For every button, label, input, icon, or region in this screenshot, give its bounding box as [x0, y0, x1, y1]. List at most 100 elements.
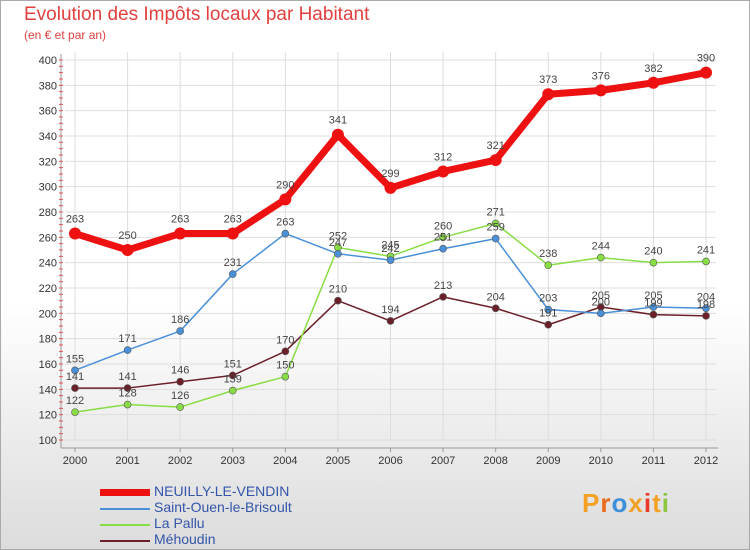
data-point [279, 193, 292, 206]
data-label: 242 [381, 243, 399, 255]
data-point [489, 154, 502, 167]
data-point [597, 253, 605, 262]
data-label: 238 [539, 248, 557, 260]
legend-label: Saint-Ouen-le-Brisoult [154, 499, 292, 515]
data-point [649, 303, 658, 311]
legend-label: NEUILLY-LE-VENDIN [154, 483, 290, 499]
data-label: 373 [539, 74, 557, 86]
x-tick-label: 2010 [589, 455, 613, 467]
x-tick-label: 2002 [168, 455, 192, 467]
data-label: 205 [592, 290, 610, 302]
logo-letter: i [643, 488, 653, 518]
data-point [597, 309, 605, 318]
x-tick-label: 2003 [221, 455, 245, 467]
data-point [702, 304, 710, 313]
data-label: 321 [486, 140, 504, 152]
data-point [384, 181, 397, 194]
data-label: 198 [697, 299, 715, 311]
data-point [123, 400, 132, 409]
logo-letter: P [582, 488, 601, 518]
data-point [647, 76, 660, 89]
data-point [123, 384, 132, 392]
data-label: 390 [697, 53, 715, 65]
data-point [334, 250, 342, 258]
data-point [491, 304, 500, 313]
data-label: 290 [276, 179, 294, 191]
legend-item: Saint-Ouen-le-Brisoult [100, 499, 400, 516]
data-point [386, 317, 395, 325]
y-tick-label: 180 [39, 334, 57, 346]
y-tick-label: 100 [39, 435, 57, 447]
y-tick-label: 120 [39, 410, 57, 422]
data-label: 204 [697, 291, 715, 303]
x-tick-label: 2007 [431, 455, 455, 467]
data-label: 263 [171, 214, 189, 226]
data-point [437, 165, 450, 178]
data-label: 299 [381, 168, 399, 180]
data-point [439, 233, 447, 242]
data-point [71, 366, 79, 375]
data-label: 252 [329, 230, 347, 242]
proxiti-logo: Proxiti [582, 488, 670, 519]
x-tick-label: 2001 [115, 455, 139, 467]
data-label: 231 [224, 257, 242, 269]
data-label: 263 [276, 217, 294, 229]
data-point [491, 219, 500, 228]
data-point [386, 256, 395, 264]
data-label: 146 [171, 365, 189, 377]
data-label: 200 [592, 296, 610, 308]
y-tick-label: 280 [39, 207, 57, 219]
data-point [228, 270, 237, 278]
y-tick-label: 240 [39, 258, 57, 270]
legend-swatch [100, 540, 150, 542]
data-point [121, 244, 134, 256]
logo-letter: x [628, 488, 644, 518]
data-label: 251 [434, 232, 452, 244]
data-point [281, 372, 290, 381]
data-label: 150 [276, 360, 294, 372]
data-label: 122 [66, 395, 84, 407]
legend-label: La Pallu [154, 515, 205, 531]
data-label: 126 [171, 390, 189, 402]
data-point [228, 371, 237, 380]
data-label: 151 [224, 358, 242, 370]
line-chart: 100 120 140 160 180 200 220 240 260 280 300 320 340 3… [39, 52, 718, 467]
logo-letter: r [600, 488, 612, 518]
axes: 100 120 140 160 180 200 220 240 260 280 300 320 340 3… [39, 54, 718, 467]
data-point [334, 296, 342, 305]
data-label: 194 [381, 304, 399, 316]
data-label: 240 [644, 246, 662, 258]
data-point [331, 128, 344, 141]
x-tick-label: 2006 [378, 455, 402, 467]
legend-swatch [100, 508, 150, 510]
legend-item: Méhoudin [100, 531, 400, 548]
data-point [281, 229, 290, 238]
data-point [123, 346, 132, 354]
data-label: 376 [592, 70, 610, 82]
y-tick-label: 140 [39, 384, 57, 396]
data-label: 245 [381, 239, 399, 251]
y-tick-label: 220 [39, 283, 57, 295]
data-point [71, 408, 79, 416]
logo-letter: t [652, 488, 662, 518]
chart-title: Evolution des Impôts locaux par Habitant [24, 4, 370, 25]
data-label: 341 [329, 115, 347, 127]
grid [65, 52, 716, 441]
y-tick-label: 320 [39, 156, 57, 168]
y-tick-label: 300 [39, 182, 57, 194]
data-point [594, 84, 607, 97]
data-label: 210 [329, 284, 347, 296]
data-label: 186 [171, 314, 189, 326]
data-point [176, 377, 184, 386]
data-label: 213 [434, 280, 452, 292]
logo-letter: o [611, 488, 629, 518]
data-point [542, 88, 555, 101]
data-point [226, 227, 239, 240]
y-tick-label: 260 [39, 232, 57, 244]
data-point [228, 386, 237, 395]
data-point [439, 293, 447, 301]
data-point [544, 320, 553, 329]
data-point [174, 227, 187, 240]
data-point [439, 244, 447, 253]
data-label: 382 [644, 63, 662, 75]
